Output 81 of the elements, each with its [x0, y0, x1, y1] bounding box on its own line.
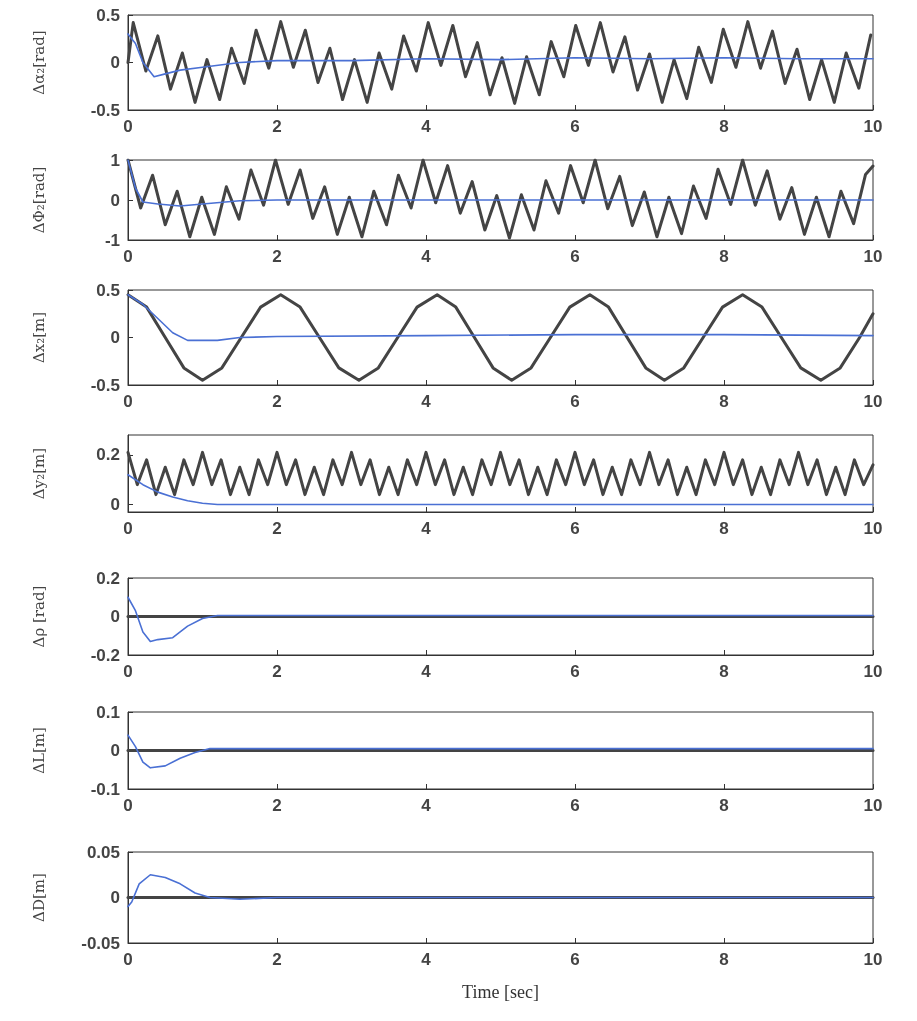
line-series [127, 734, 874, 769]
y-tick-label: 1 [110, 150, 120, 170]
x-tick-label: 10 [863, 247, 883, 266]
x-tick-label: 6 [570, 662, 580, 681]
line-series [126, 20, 873, 105]
y-tick-label: 0.2 [96, 568, 120, 588]
x-tick-label: 4 [421, 117, 432, 136]
x-tick-label: 6 [570, 796, 580, 815]
line-series [127, 293, 874, 342]
y-tick-label: 0.1 [96, 702, 120, 722]
y-axis-title: ΔΦ₂[rad] [29, 166, 48, 234]
x-tick-label: 8 [719, 247, 729, 266]
x-tick-label: 0 [123, 117, 133, 136]
x-tick-label: 10 [863, 117, 883, 136]
x-tick-label: 10 [863, 519, 883, 538]
x-tick-label: 6 [570, 117, 580, 136]
x-tick-label: 0 [123, 247, 133, 266]
line-series [127, 473, 874, 506]
x-tick-label: 6 [570, 392, 580, 411]
x-tick-label: 2 [272, 519, 282, 538]
x-tick-label: 4 [421, 796, 432, 815]
x-tick-label: 0 [123, 519, 133, 538]
y-tick-label: 0.05 [86, 842, 120, 862]
x-tick-label: 8 [719, 392, 729, 411]
line-series [127, 33, 874, 78]
line-series [127, 873, 874, 908]
x-tick-label: 4 [421, 392, 432, 411]
x-tick-label: 10 [863, 796, 883, 815]
x-tick-label: 8 [719, 117, 729, 136]
y-axis-title: Δy₂[m] [29, 447, 48, 500]
line-series [126, 450, 875, 497]
y-axis-title: Δρ [rad] [29, 585, 48, 648]
x-tick-label: 4 [421, 662, 432, 681]
line-series [127, 596, 874, 643]
x-tick-label: 10 [863, 392, 883, 411]
y-tick-label: -0.5 [90, 375, 120, 395]
x-tick-label: 6 [570, 519, 580, 538]
x-tick-label: 4 [421, 519, 432, 538]
x-tick-label: 8 [719, 950, 729, 969]
x-tick-label: 2 [272, 392, 282, 411]
line-series [126, 158, 875, 240]
x-tick-label: 2 [272, 796, 282, 815]
y-axis-title: ΔD[m] [29, 873, 48, 922]
x-tick-label: 0 [123, 796, 133, 815]
x-tick-label: 6 [570, 247, 580, 266]
y-tick-label: -0.05 [81, 933, 120, 953]
x-tick-label: 0 [123, 950, 133, 969]
y-tick-label: 0.2 [96, 445, 120, 465]
x-tick-label: 8 [719, 662, 729, 681]
x-tick-label: 10 [863, 662, 883, 681]
x-tick-label: 2 [272, 662, 282, 681]
y-tick-label: -0.1 [90, 779, 120, 799]
y-axis-title: Δα₂[rad] [29, 30, 48, 95]
y-tick-label: 0.5 [96, 5, 120, 25]
y-axis-title: ΔL[m] [29, 727, 48, 774]
x-tick-label: 8 [719, 796, 729, 815]
y-tick-label: 0 [110, 328, 120, 347]
x-axis-title: Time [sec] [462, 982, 539, 1002]
x-tick-label: 6 [570, 950, 580, 969]
y-tick-label: 0 [110, 741, 120, 760]
y-axis-title: Δx₂[m] [29, 311, 48, 364]
y-tick-label: -0.5 [90, 100, 120, 120]
line-series [126, 293, 875, 382]
x-tick-label: 2 [272, 247, 282, 266]
y-tick-label: -0.2 [90, 645, 120, 665]
x-tick-label: 8 [719, 519, 729, 538]
x-tick-label: 10 [863, 950, 883, 969]
line-series [127, 159, 874, 207]
x-tick-label: 4 [421, 247, 432, 266]
y-tick-label: 0 [110, 190, 120, 210]
y-tick-label: 0 [110, 53, 120, 72]
x-tick-label: 2 [272, 950, 282, 969]
x-tick-label: 0 [123, 392, 133, 411]
y-tick-label: 0 [110, 888, 120, 907]
x-tick-label: 4 [421, 950, 432, 969]
y-tick-label: 0 [110, 495, 120, 515]
y-tick-label: -1 [104, 230, 120, 250]
x-tick-label: 0 [123, 662, 133, 681]
y-tick-label: 0 [110, 607, 120, 626]
x-tick-label: 2 [272, 117, 282, 136]
y-tick-label: 0.5 [96, 280, 120, 300]
